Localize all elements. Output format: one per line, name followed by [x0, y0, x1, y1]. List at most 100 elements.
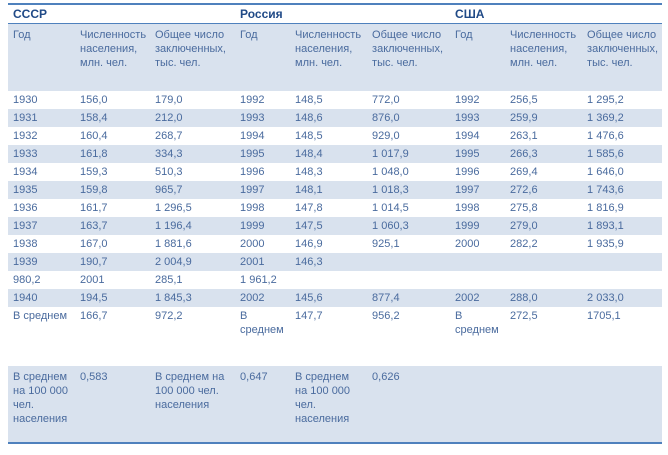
prisoners-cell: 1 018,3: [367, 180, 451, 199]
year-cell: [235, 342, 290, 366]
population-cell: 156,0: [80, 93, 108, 106]
year-cell: 1999: [450, 216, 506, 235]
population-cell: [505, 342, 582, 366]
table-row: 1937 163,7 1 196,4 1999 147,5 1 060,3 1999 279,…: [8, 216, 663, 235]
prisoners-cell: 1 295,2: [587, 93, 624, 106]
population-cell: 159,3: [80, 165, 108, 178]
table-row: В среднем 166,7 972,2 В среднем 147,7 956,2 В …: [8, 307, 662, 342]
year-cell: В среднем: [455, 309, 499, 336]
year-cell: 1995: [235, 144, 291, 163]
population-cell: 269,4: [510, 165, 538, 178]
population-cell: 147,5: [290, 216, 368, 235]
prisoners-cell: 876,0: [367, 108, 451, 127]
prisoners-cell: 1 476,6: [587, 129, 624, 142]
table-row: 1939 190,7 2 004,9 2001 146,3: [8, 252, 663, 271]
year-cell: 1993: [450, 108, 506, 127]
table-row: В среднем на 100 000 чел. населения 0,583…: [8, 365, 663, 443]
prisoners-cell: 2 033,0: [582, 288, 663, 307]
population-cell: [75, 342, 150, 366]
year-cell: 1936: [13, 201, 38, 214]
prisoners-cell: 268,7: [155, 129, 183, 142]
prisoners-cell: [367, 252, 451, 271]
year-cell: [450, 271, 505, 289]
population-cell: 0,583: [75, 365, 150, 443]
section-header-row: СССР Россия США: [8, 4, 663, 24]
table-row: 1932 160,4 268,7 1994 148,5 929,0 1994 263,1 1 4…: [8, 127, 662, 145]
population-cell: 167,0: [80, 237, 108, 250]
population-cell: 161,8: [75, 144, 150, 163]
prisoners-cell: 965,7: [150, 180, 236, 199]
year-cell: 1938: [13, 237, 38, 250]
population-cell: [290, 342, 367, 366]
population-cell: 272,6: [505, 180, 583, 199]
prisoners-cell: [367, 342, 450, 366]
prisoners-cell: 0,626: [367, 365, 451, 443]
population-cell: 148,3: [295, 165, 323, 178]
year-cell: 1992: [455, 93, 480, 106]
column-header-prisoners: Общее число заключенных, тыс. чел.: [367, 23, 451, 91]
table-row: 1938 167,0 1 881,6 2000 146,9 925,1 2000 282,2 1…: [8, 235, 662, 253]
table-row: 1933 161,8 334,3 1995 148,4 1 017,9 1995 266,3 1…: [8, 144, 663, 163]
table-row: [8, 342, 662, 366]
prisoners-cell: 1705,1: [587, 309, 621, 322]
population-cell: 147,8: [295, 201, 323, 214]
population-cell: [505, 365, 583, 443]
prisoners-cell: 1 646,0: [587, 165, 624, 178]
year-cell: 1939: [8, 252, 75, 271]
prisoners-cell: [150, 342, 235, 366]
column-header-prisoners: Общее число заключенных, тыс. чел.: [582, 23, 663, 91]
prisoners-cell: 1 881,6: [155, 237, 192, 250]
year-cell: 2002: [450, 288, 506, 307]
year-cell: 2000: [455, 237, 480, 250]
year-cell: 1995: [450, 144, 506, 163]
prisoners-cell: 1 743,6: [582, 180, 663, 199]
year-cell: 1994: [455, 129, 480, 142]
prisoners-cell: 972,2: [155, 309, 183, 322]
prisoners-cell: 334,3: [150, 144, 236, 163]
year-cell: 2001: [235, 252, 291, 271]
prisoners-cell: 1 196,4: [150, 216, 236, 235]
population-cell: 194,5: [75, 288, 150, 307]
prisoners-cell: [582, 252, 663, 271]
year-cell: 1996: [240, 165, 265, 178]
population-cell: 161,7: [80, 201, 108, 214]
column-header-row: Год Численность населения, млн. чел. Общ…: [8, 23, 663, 91]
year-cell: [450, 342, 505, 366]
prisoners-cell: 1 014,5: [372, 201, 409, 214]
prisoners-cell: 1 816,9: [587, 201, 624, 214]
population-cell: 263,1: [510, 129, 538, 142]
population-cell: 190,7: [75, 252, 150, 271]
year-cell: 1998: [455, 201, 480, 214]
population-cell: 148,5: [295, 129, 323, 142]
year-cell: 1937: [8, 216, 75, 235]
year-cell: 1997: [235, 180, 291, 199]
year-cell: [8, 342, 75, 366]
prisoners-cell: [367, 271, 450, 289]
year-cell: 1940: [8, 288, 75, 307]
column-header-population: Численность населения, млн. чел.: [290, 23, 368, 91]
prisoners-cell: 1 585,6: [582, 144, 663, 163]
population-cell: 146,3: [290, 252, 368, 271]
population-cell: 275,8: [510, 201, 538, 214]
prisoners-cell: 2 004,9: [150, 252, 236, 271]
population-cell: 259,9: [505, 108, 583, 127]
population-cell: 158,4: [75, 108, 150, 127]
year-cell: 1933: [8, 144, 75, 163]
year-cell: 2002: [235, 288, 291, 307]
prisoners-cell: 510,3: [155, 165, 183, 178]
year-cell: 1994: [240, 129, 265, 142]
population-cell: 256,5: [510, 93, 538, 106]
year-cell: 980,2: [13, 273, 41, 286]
prisoners-population-table: СССР Россия США Год Численность населени…: [8, 3, 663, 444]
population-cell: 147,7: [295, 309, 323, 322]
year-cell: [450, 252, 506, 271]
year-cell: 1935: [8, 180, 75, 199]
year-cell: 1998: [240, 201, 265, 214]
prisoners-cell: 1 017,9: [367, 144, 451, 163]
population-cell: 148,5: [295, 93, 323, 106]
section-header-usa: США: [450, 4, 663, 24]
prisoners-cell: 1 048,0: [372, 165, 409, 178]
year-cell: 0,647: [235, 365, 291, 443]
population-cell: 279,0: [505, 216, 583, 235]
population-cell: 163,7: [75, 216, 150, 235]
